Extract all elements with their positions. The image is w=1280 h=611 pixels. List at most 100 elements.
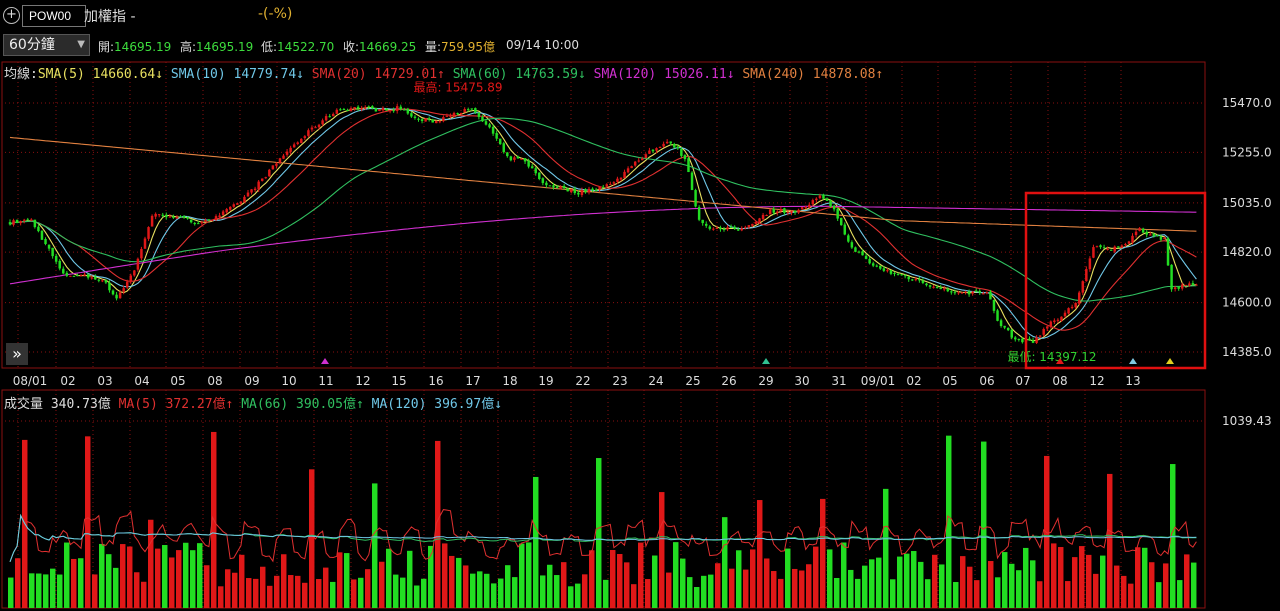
- candle-body: [282, 155, 285, 159]
- candle-body: [680, 148, 683, 156]
- volume-legend-item: MA(5) 372.27億↑: [110, 397, 234, 412]
- candle-body: [1056, 319, 1060, 321]
- candle-body: [232, 204, 236, 207]
- candle-body: [179, 216, 182, 218]
- volume-bar: [904, 553, 910, 608]
- candle-body: [140, 248, 143, 259]
- candle-body: [502, 143, 506, 153]
- x-tick-label: 30: [794, 374, 809, 388]
- candle-body: [193, 223, 196, 225]
- volume-bar: [50, 568, 56, 608]
- candle-body: [825, 198, 829, 201]
- price-volume-chart[interactable]: 最高: 15475.89 最低: 14397.12 08/01 02 03 04 05 08…: [0, 60, 1280, 611]
- volume-bar: [1030, 560, 1036, 608]
- time-readout: 09/14 10:00: [506, 38, 579, 52]
- candle-body: [818, 195, 822, 199]
- candle-body: [271, 165, 275, 170]
- volume-bar: [309, 469, 315, 608]
- candle-body: [1149, 234, 1152, 236]
- volume-bar: [946, 435, 952, 608]
- volume-bar: [750, 549, 756, 608]
- candle-body: [548, 185, 552, 187]
- volume-bar: [379, 561, 385, 608]
- candle-body: [200, 221, 204, 224]
- volume-bar: [316, 579, 322, 608]
- candle-body: [715, 227, 719, 229]
- candle-body: [332, 113, 335, 117]
- candle-body: [37, 226, 40, 232]
- candle-body: [1067, 308, 1070, 314]
- candle-body: [669, 141, 672, 144]
- candle-body: [609, 184, 612, 186]
- candle-body: [1156, 235, 1159, 237]
- price-legend-item: SMA(5): [37, 67, 85, 82]
- volume-bar: [456, 557, 462, 608]
- candle-body: [591, 188, 594, 191]
- volume-bar: [512, 577, 518, 608]
- x-tick-label: 05: [170, 374, 185, 388]
- volume-bar: [1107, 473, 1113, 608]
- volume-bar: [127, 546, 133, 608]
- candle-body: [275, 163, 278, 166]
- open-readout: 開:14695.19: [98, 40, 172, 54]
- candle-body: [30, 219, 33, 221]
- candle-body: [875, 265, 878, 267]
- x-tick-label: 19: [538, 374, 553, 388]
- volume-bar: [603, 579, 609, 608]
- candle-body: [168, 216, 172, 218]
- volume-bar: [722, 517, 728, 608]
- volume-bar: [1016, 570, 1022, 608]
- expand-icon[interactable]: »: [6, 343, 28, 365]
- add-symbol-icon[interactable]: +: [3, 7, 20, 24]
- candle-body: [804, 207, 807, 209]
- candle-body: [161, 214, 164, 216]
- candle-body: [694, 190, 697, 207]
- x-tick-label: 03: [97, 374, 112, 388]
- volume-bar: [267, 585, 273, 608]
- candle-body: [157, 214, 161, 216]
- candle-body: [1180, 284, 1184, 289]
- y-tick-label: 15470.0: [1222, 96, 1272, 110]
- candle-body: [1095, 246, 1099, 248]
- volume-bar: [386, 548, 392, 608]
- volume-bar: [848, 569, 854, 608]
- candle-body: [1060, 316, 1063, 321]
- candle-body: [51, 247, 54, 257]
- candle-body: [882, 268, 886, 271]
- candle-body: [321, 120, 324, 125]
- symbol-input[interactable]: POW00: [22, 5, 86, 27]
- volume-bar: [281, 554, 287, 608]
- period-select[interactable]: 60分鐘 ▼: [3, 34, 90, 56]
- candle-body: [687, 158, 690, 173]
- volume-bar: [883, 488, 889, 608]
- candle-body: [527, 160, 530, 167]
- candle-body: [1159, 236, 1163, 240]
- candle-body: [186, 217, 189, 219]
- candle-body: [207, 219, 211, 221]
- candle-body: [69, 275, 72, 277]
- candle-body: [751, 223, 754, 226]
- volume-legend-item: MA(120) 396.97億↓: [363, 397, 503, 412]
- candle-body: [761, 214, 765, 220]
- candle-body: [616, 178, 619, 182]
- volume-bar: [596, 458, 602, 608]
- candle-body: [218, 215, 221, 218]
- candle-body: [1134, 231, 1138, 236]
- volume-bar: [253, 578, 259, 608]
- candle-body: [644, 154, 648, 159]
- candle-body: [477, 112, 481, 117]
- candle-body: [459, 112, 463, 115]
- candle-body: [115, 294, 118, 299]
- candle-body: [907, 276, 910, 280]
- candle-body: [1195, 284, 1198, 286]
- candle-body: [12, 220, 15, 225]
- candle-body: [214, 216, 218, 221]
- candle-body: [175, 217, 179, 219]
- candle-body: [758, 218, 761, 223]
- candle-body: [1120, 245, 1124, 248]
- volume-bar: [806, 564, 812, 608]
- candle-body: [108, 282, 111, 291]
- candle-body: [765, 215, 768, 217]
- candle-body: [566, 188, 569, 192]
- candle-body: [676, 146, 680, 149]
